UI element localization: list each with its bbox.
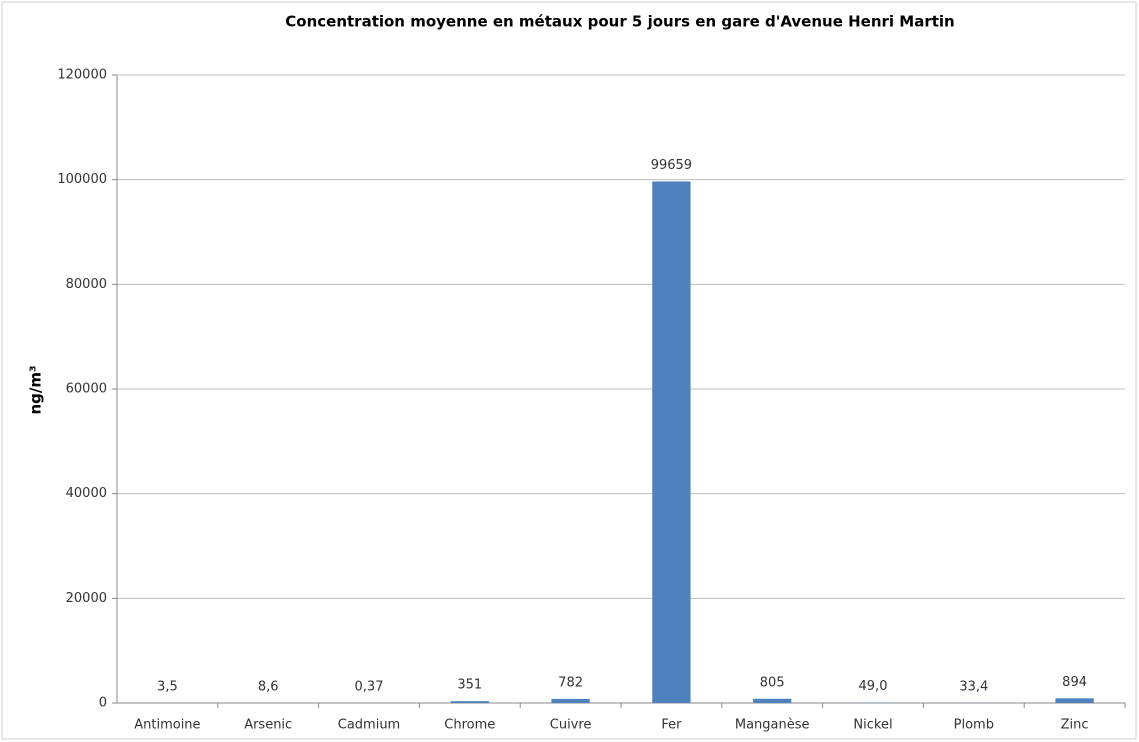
bar <box>450 701 489 703</box>
bar <box>652 181 691 703</box>
y-tick-label: 60000 <box>66 382 107 397</box>
bar <box>753 698 792 703</box>
data-label: 805 <box>760 675 785 690</box>
y-tick-label: 20000 <box>66 591 107 606</box>
y-tick-label: 120000 <box>57 68 107 83</box>
y-tick-label: 80000 <box>66 277 107 292</box>
x-tick-label: Arsenic <box>244 718 292 733</box>
bar <box>551 698 590 703</box>
y-tick-label: 40000 <box>66 486 107 501</box>
y-axis-label: ng/m³ <box>27 365 45 414</box>
x-tick-label: Nickel <box>853 718 892 733</box>
x-tick-label: Cadmium <box>338 718 400 733</box>
data-label: 0,37 <box>355 679 384 694</box>
data-label: 8,6 <box>258 679 279 694</box>
x-tick-label: Zinc <box>1061 718 1089 733</box>
data-label: 894 <box>1062 675 1087 690</box>
x-tick-label: Antimoine <box>134 718 200 733</box>
y-tick-label: 0 <box>99 696 107 711</box>
y-tick-label: 100000 <box>57 172 107 187</box>
x-tick-label: Plomb <box>954 718 994 733</box>
data-label: 49,0 <box>859 679 888 694</box>
data-label: 782 <box>558 675 583 690</box>
bar <box>1055 698 1094 703</box>
x-tick-label: Manganèse <box>735 718 810 733</box>
x-tick-label: Cuivre <box>550 718 592 733</box>
x-tick-label: Chrome <box>444 718 495 733</box>
data-label: 351 <box>457 678 482 693</box>
data-label: 33,4 <box>959 679 988 694</box>
data-label: 99659 <box>651 158 692 173</box>
chart-title: Concentration moyenne en métaux pour 5 j… <box>285 13 954 31</box>
x-tick-label: Fer <box>661 718 682 733</box>
data-label: 3,5 <box>157 679 178 694</box>
